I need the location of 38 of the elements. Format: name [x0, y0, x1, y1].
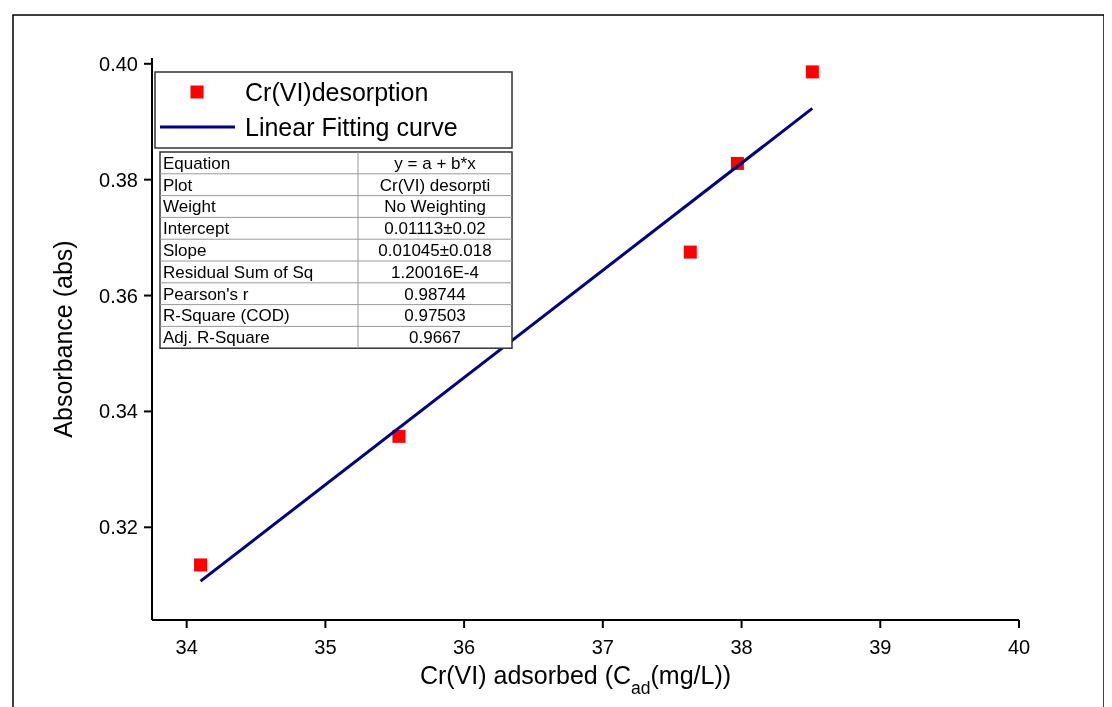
x-tick-label: 39 [869, 636, 892, 658]
y-axis-title: Absorbance (abs) [49, 240, 77, 438]
annotation: y = a + b*x [394, 153, 477, 173]
legend-label: Linear Fitting curve [245, 112, 458, 141]
x-axis-title: Cr(VI) adsorbed (C$_{ad}$(mg/L)) [419, 661, 732, 698]
annotation: No Weighting [384, 197, 486, 217]
annotation: Intercept [163, 219, 230, 239]
annotation: 0.98744 [404, 284, 466, 304]
x-tick-label: 34 [175, 636, 198, 658]
y-tick-label: 0.40 [99, 52, 138, 75]
annotation: 0.01113±0.02 [384, 219, 486, 239]
legend-label: Cr(VI)desorption [245, 77, 429, 106]
annotation: 0.01045±0.018 [378, 241, 492, 261]
x-tick-label: 36 [452, 636, 476, 658]
annotation: Weight [163, 197, 216, 217]
annotation: Residual Sum of Sq [163, 262, 314, 282]
annotation: Slope [163, 241, 207, 261]
annotation: 1.20016E-4 [391, 262, 479, 282]
point [805, 65, 819, 79]
annotation: Equation [163, 153, 231, 173]
point [392, 429, 406, 443]
annotation: Cr(VI) desorpti [379, 175, 491, 195]
annotation: Pearson's r [163, 284, 249, 304]
annotation: Plot [163, 175, 193, 195]
annotation: R-Square (COD) [163, 306, 290, 326]
y-tick-label: 0.32 [99, 516, 138, 539]
annotation: 0.9667 [409, 328, 461, 348]
x-tick-label: 35 [314, 636, 337, 658]
y-tick-label: 0.38 [99, 168, 138, 191]
annotation: 0.97503 [404, 306, 466, 326]
point [194, 558, 208, 572]
x-tick-label: 40 [1007, 636, 1031, 658]
annotation: Adj. R-Square [163, 328, 270, 348]
x-tick-label: 38 [730, 636, 753, 658]
x-tick-label: 37 [591, 636, 614, 658]
y-tick-label: 0.34 [99, 400, 138, 423]
point [683, 245, 697, 259]
y-tick-label: 0.36 [99, 284, 138, 307]
